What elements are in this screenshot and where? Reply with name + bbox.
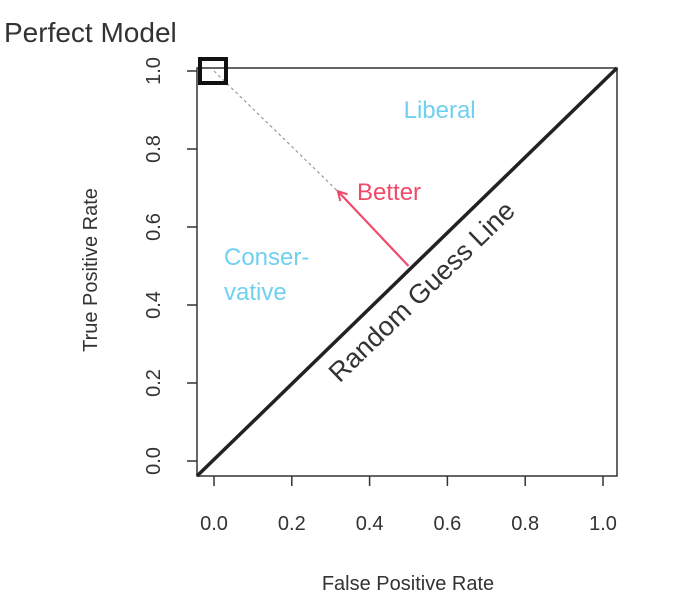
x-axis-title: False Positive Rate	[322, 573, 494, 595]
y-tick-label: 0.2	[143, 369, 165, 397]
liberal-label: Liberal	[404, 97, 476, 124]
random-guess-line	[195, 66, 619, 478]
x-tick-label: 0.4	[356, 513, 384, 535]
better-label: Better	[357, 179, 421, 206]
conservative-label-line2: vative	[224, 279, 287, 306]
y-tick-label: 1.0	[143, 57, 165, 85]
x-tick-label: 0.8	[511, 513, 539, 535]
x-tick-label: 0.6	[433, 513, 461, 535]
x-tick-label: 0.0	[200, 513, 228, 535]
marks	[195, 57, 619, 478]
labels: 0.0 0.2 0.4 0.6 0.8 1.0 0.0 0.2 0.4 0.6 0.8 1.0 Fals…	[4, 17, 617, 595]
x-tick-label: 0.2	[278, 513, 306, 535]
conservative-label-line1: Conser-	[224, 244, 309, 271]
perfect-guide-line	[213, 70, 339, 193]
y-tick-label: 0.8	[143, 135, 165, 163]
y-axis-title: True Positive Rate	[80, 188, 102, 352]
perfect-model-marker	[198, 57, 228, 85]
perfect-model-label: Perfect Model	[4, 17, 177, 48]
x-tick-label: 1.0	[589, 513, 617, 535]
y-tick-label: 0.0	[143, 447, 165, 475]
y-tick-label: 0.4	[143, 291, 165, 319]
plot-frame	[196, 67, 618, 477]
y-tick-label: 0.6	[143, 213, 165, 241]
axes	[187, 67, 618, 486]
better-arrow	[338, 192, 410, 267]
random-guess-label: Random Guess Line	[323, 195, 521, 388]
